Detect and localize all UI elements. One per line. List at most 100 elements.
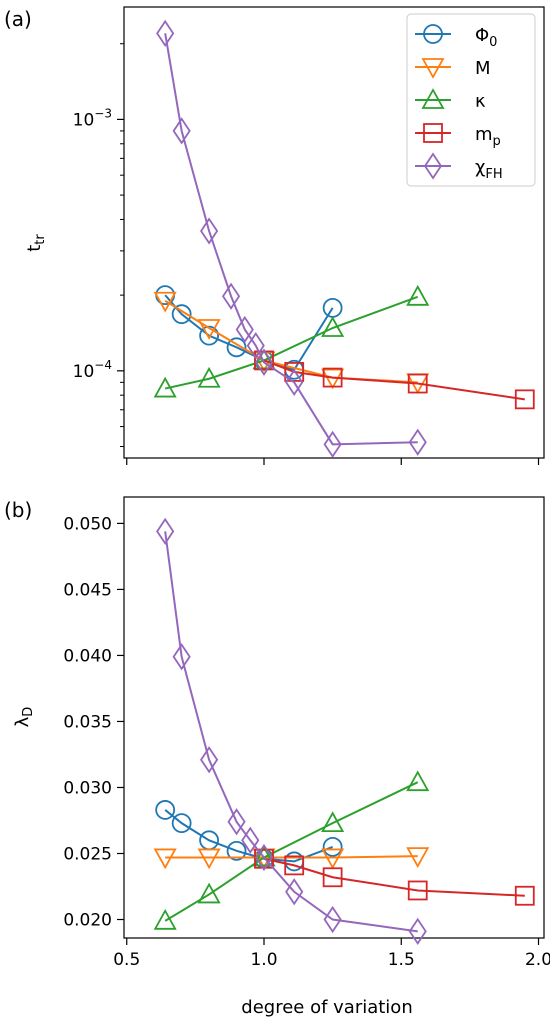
panel-a-data-point: [197, 319, 221, 340]
legend-entry: Φ0: [415, 24, 497, 50]
panel-b-ytick-label: 0.050: [63, 514, 112, 534]
panel-a-series-3: [254, 350, 535, 410]
panel-b-series-2: [153, 770, 430, 930]
panel-a-frame: [123, 6, 545, 459]
panel-a-data-point: [171, 304, 192, 325]
panel-b-data-point: [254, 843, 274, 872]
panel-a-ytick-label: 10−4: [73, 358, 112, 382]
legend-entry: M: [415, 58, 491, 79]
panel-a-data-point: [514, 389, 535, 410]
panel-b-data-point: [153, 908, 177, 930]
panel-b-data-point: [197, 848, 221, 870]
legend-marker: [423, 152, 443, 180]
panel-b-data-point: [172, 643, 191, 671]
legend-box: [406, 13, 536, 187]
panel-a-data-point: [221, 282, 241, 310]
legend-marker: [423, 123, 443, 143]
panel-b-xtick-label: 0.5: [113, 950, 140, 970]
panel-a-data-point: [197, 366, 221, 388]
panel-b-series-3: [254, 848, 535, 906]
panel-a-data-point: [408, 428, 427, 456]
legend-marker: [421, 58, 445, 79]
panel-a-data-point: [284, 362, 305, 382]
panel-a-data-point: [153, 291, 177, 313]
panel-b-ytick-label: 0.035: [63, 712, 112, 732]
panel-b-data-point: [156, 517, 175, 545]
panel-b-frame: [123, 496, 545, 939]
legend-label: mp: [475, 124, 501, 149]
panel-b-data-point: [406, 847, 430, 868]
x-axis-label: degree of variation: [241, 997, 412, 1018]
panel-a-data-point: [254, 348, 274, 377]
panel-b-series-line: [263, 857, 525, 897]
panel-a-data-point: [285, 368, 304, 396]
panel-b-series-0: [155, 800, 343, 872]
panel-b-xtick-label: 1.0: [250, 950, 277, 970]
panel-a-ylabel: ttr: [24, 234, 48, 252]
legend-label: χFH: [475, 157, 503, 182]
panel-b-series-line: [164, 809, 333, 863]
panel-b-data-point: [406, 770, 430, 792]
panel-b-ytick-label: 0.020: [63, 911, 112, 931]
panel-b-ticks: 0.020 0.025 0.030 0.035 0.040 0.045 0.050 0.5 1.…: [63, 514, 550, 970]
panel-b-xtick-label: 2.0: [525, 950, 550, 970]
panel-a-data-point: [235, 315, 254, 344]
panel-b-ytick-label: 0.030: [63, 778, 112, 798]
legend-entry: κ: [415, 88, 486, 112]
panel-a-data-point: [322, 367, 343, 388]
legend-marker: [423, 24, 443, 44]
panel-b-data-point: [284, 855, 305, 876]
panel-a-series: [153, 19, 535, 458]
panel-b-ylabel-sub: D: [21, 707, 36, 717]
legend-label: κ: [475, 91, 486, 112]
panel-a-data-point: [199, 325, 219, 346]
panel-b-data-point: [407, 880, 428, 901]
panel-a-series-line: [164, 33, 418, 446]
panel-a-ylabel-main: t: [24, 245, 45, 252]
panel-b-label: (b): [4, 498, 32, 522]
panel-b-data-point: [254, 848, 274, 869]
svg-text:ttr: ttr: [24, 234, 48, 252]
panel-a-label: (a): [4, 7, 32, 31]
panel-b-ylabel-main: λ: [12, 716, 33, 727]
panel-b-data-point: [252, 845, 276, 867]
panel-a-data-point: [153, 376, 177, 398]
panel-b-data-point: [155, 800, 176, 820]
panel-a-data-point: [226, 337, 247, 358]
panel-b-data-point: [241, 826, 260, 854]
panel-a: (a) ttr 10−3 10−4 Φ0 Mκ mp χFH: [4, 6, 545, 465]
legend-marker: [421, 88, 445, 109]
panel-a-data-point: [200, 217, 219, 245]
panel-b-data-point: [323, 905, 342, 934]
panel-b-data-point: [321, 848, 345, 870]
panel-b-data-point: [197, 882, 221, 904]
svg-text:λD: λD: [12, 707, 36, 728]
panel-a-series-line: [263, 359, 525, 401]
panel-b-xtick-label: 1.5: [388, 950, 415, 970]
panel-b-data-point: [514, 885, 535, 906]
panel-a-series-4: [156, 19, 427, 458]
panel-a-ytick-label: 10−3: [73, 106, 112, 130]
panel-b-series-4: [156, 517, 427, 946]
panel-b-data-point: [322, 867, 343, 888]
panel-a-data-point: [407, 373, 428, 394]
panel-a-ticks: 10−3 10−4: [73, 43, 540, 465]
panel-b-data-point: [171, 813, 192, 834]
panel-b-data-point: [226, 840, 247, 861]
panel-b-series: [153, 517, 535, 946]
legend-entry: χFH: [415, 152, 503, 182]
panel-b-data-point: [153, 848, 177, 870]
legend-entry: mp: [415, 123, 501, 149]
panel-b-ylabel: λD: [12, 707, 36, 728]
panel-a-data-point: [172, 117, 191, 145]
panel-a-data-point: [156, 19, 175, 47]
panel-b-series-line: [164, 531, 418, 933]
panel-b-data-point: [227, 808, 246, 836]
legend-label: Φ0: [475, 25, 497, 50]
panel-b-data-point: [200, 746, 219, 774]
panel-a-series-line: [164, 294, 334, 371]
legend-label: M: [475, 58, 491, 79]
panel-a-data-point: [246, 331, 265, 360]
panel-a-data-point: [323, 430, 342, 458]
